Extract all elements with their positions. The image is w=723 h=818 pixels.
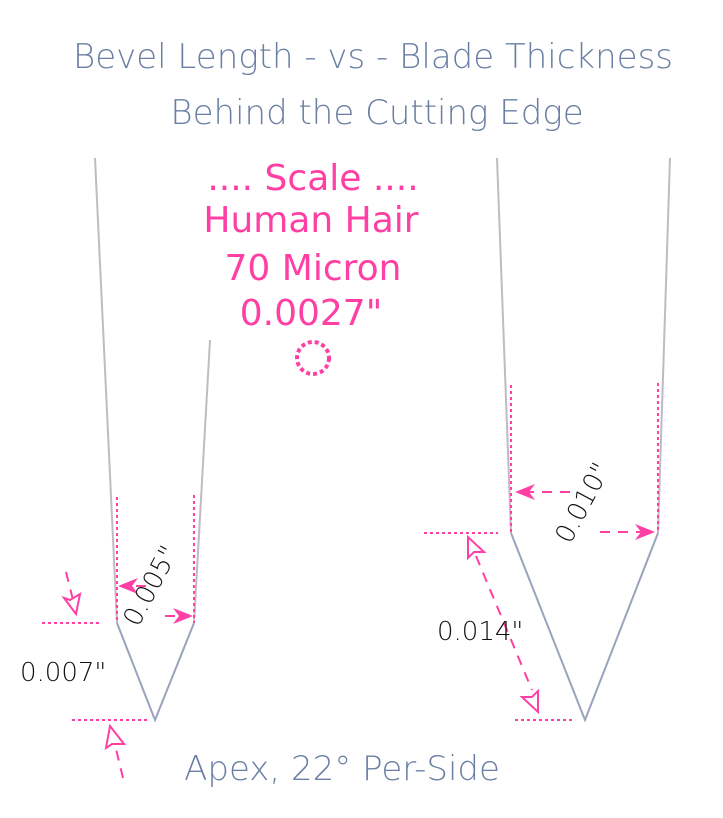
left-blade: 0.005" 0.007" [20,157,211,779]
left-bevel [116,622,195,723]
left-bevel-label: 0.007" [20,658,106,688]
left-bevel-arrow [114,744,124,779]
right-blade-left-edge [496,157,512,534]
right-bevel-arrow [475,555,533,691]
left-blade-left-edge [94,157,118,624]
title-line-2: Behind the Cutting Edge [170,93,583,133]
arrowhead-icon [104,723,127,751]
apex-caption: Apex, 22° Per-Side [184,749,500,789]
arrowhead-icon [173,608,193,624]
scale-label: Human Hair [203,200,418,241]
human-hair-circle [295,340,331,376]
right-bevel-label: 0.014" [437,617,523,647]
scale-micron: 70 Micron [225,248,402,289]
arrowhead-icon [519,688,539,715]
arrowhead-icon [515,484,535,500]
arrowhead-icon [635,524,655,540]
right-blade: 0.010" 0.014" [424,157,671,723]
title-line-1: Bevel Length - vs - Blade Thickness [73,37,673,77]
right-bevel [510,532,659,723]
arrowhead-icon [118,578,138,594]
right-blade-right-edge [657,157,671,534]
right-thickness-label: 0.010" [550,458,617,548]
arrowhead-icon [61,591,82,617]
scale-inches: 0.0027" [240,293,383,334]
left-bevel-arrow [65,571,74,601]
arrowhead-icon [467,534,487,561]
scale-heading: .... Scale .... [207,158,418,199]
left-blade-right-edge [193,339,211,624]
